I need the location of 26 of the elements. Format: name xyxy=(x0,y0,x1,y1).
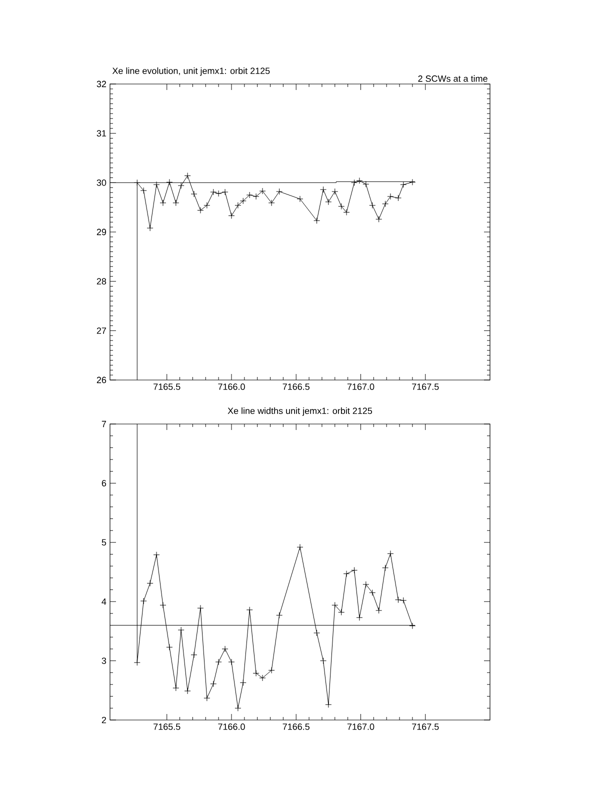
y-tick-label: 5 xyxy=(102,539,106,546)
x-tick-label: 7166.0 xyxy=(218,384,245,390)
x-tick-label: 7167.0 xyxy=(347,384,374,390)
y-tick-label: 7 xyxy=(102,420,106,428)
y-tick-label: 6 xyxy=(102,480,106,486)
x-tick-label: 7167.0 xyxy=(347,724,374,730)
x-tick-label: 7166.5 xyxy=(282,724,310,730)
y-tick-label: 28 xyxy=(96,278,106,285)
y-tick-label: 26 xyxy=(96,376,106,384)
x-tick-label: 7165.5 xyxy=(154,384,180,390)
y-tick-label: 3 xyxy=(102,658,106,664)
x-tick-label: 7167.5 xyxy=(412,384,439,390)
y-tick-label: 32 xyxy=(96,80,106,88)
y-tick-label: 27 xyxy=(96,328,106,334)
chart-subtitle: 2 SCWs at a time xyxy=(418,75,488,82)
chart-title: Xe line widths unit jemx1: orbit 2125 xyxy=(228,407,372,416)
y-tick-label: 31 xyxy=(96,130,106,137)
chart-title: Xe line evolution, unit jemx1: orbit 2125 xyxy=(112,67,270,76)
y-tick-label: 4 xyxy=(102,598,106,605)
y-tick-label: 2 xyxy=(102,716,106,724)
x-tick-label: 7166.0 xyxy=(218,724,245,730)
x-tick-label: 7165.5 xyxy=(154,724,180,730)
y-tick-label: 29 xyxy=(96,228,106,236)
x-tick-label: 7167.5 xyxy=(412,724,439,730)
y-tick-label: 30 xyxy=(96,179,106,186)
x-tick-label: 7166.5 xyxy=(282,384,310,390)
